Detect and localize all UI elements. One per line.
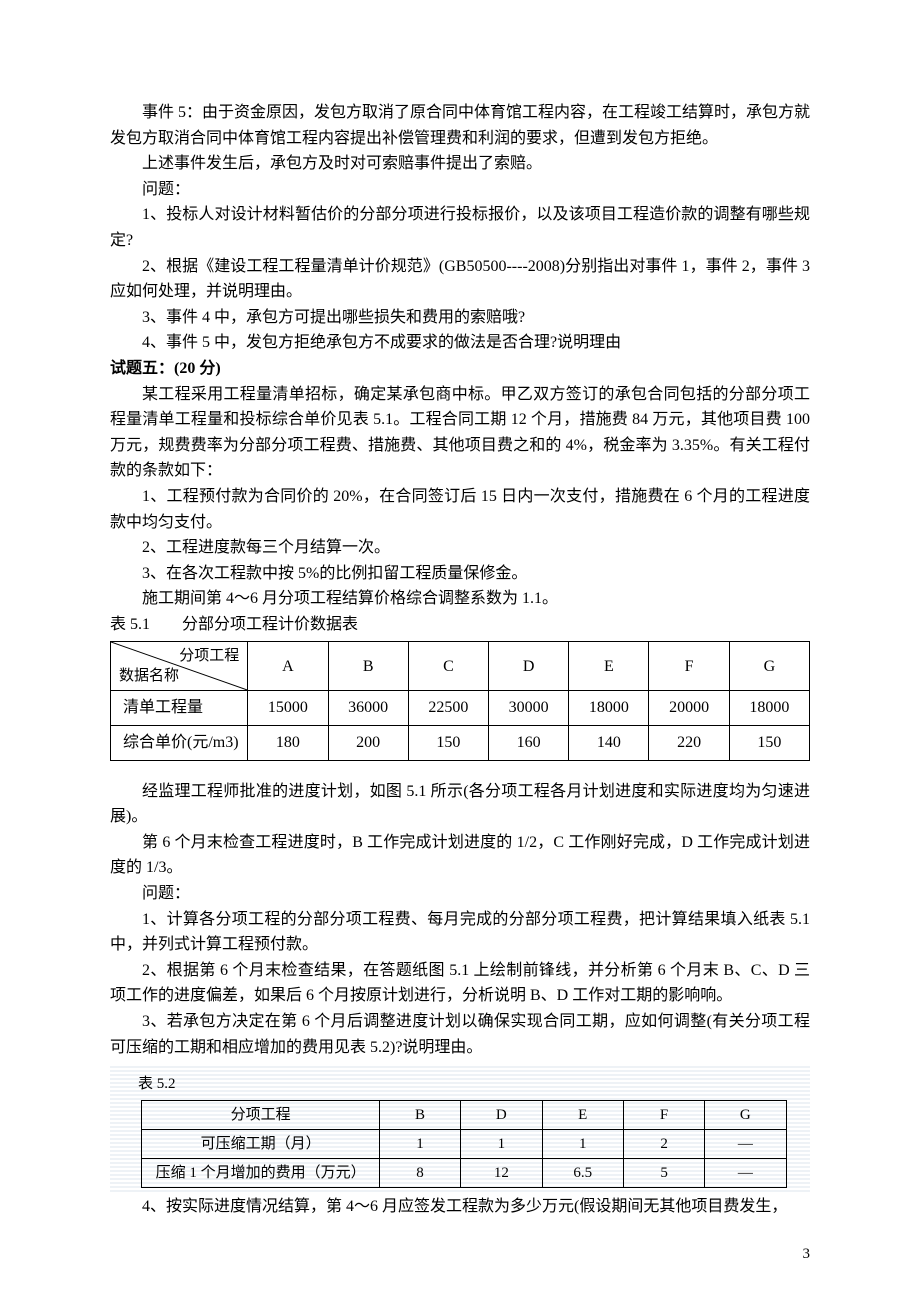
diag-header-bot: 数据名称 [119, 664, 179, 688]
paragraph: 问题： [110, 881, 810, 907]
table-caption: 表 5.1 分部分项工程计价数据表 [110, 612, 810, 638]
cell: 8 [379, 1159, 460, 1188]
col-header: B [328, 642, 408, 691]
paragraph: 第 6 个月末检查工程进度时，B 工作完成计划进度的 1/2，C 工作刚好完成，… [110, 830, 810, 881]
paragraph: 4、按实际进度情况结算，第 4～6 月应签发工程款为多少万元(假设期间无其他项目… [110, 1194, 810, 1220]
paragraph: 2、根据第 6 个月末检查结果，在答题纸图 5.1 上绘制前锋线，并分析第 6 … [110, 958, 810, 1009]
col-header: G [729, 642, 809, 691]
col-header: C [408, 642, 488, 691]
cell: 180 [248, 726, 328, 761]
col-header: F [649, 642, 729, 691]
paragraph: 施工期间第 4～6 月分项工程结算价格综合调整系数为 1.1。 [110, 586, 810, 612]
paragraph: 1、计算各分项工程的分部分项工程费、每月完成的分部分项工程费，把计算结果填入纸表… [110, 907, 810, 958]
paragraph: 3、在各次工程款中按 5%的比例扣留工程质量保修金。 [110, 561, 810, 587]
cell: 30000 [489, 691, 569, 726]
paragraph: 3、事件 4 中，承包方可提出哪些损失和费用的索赔哦? [110, 305, 810, 331]
table-row: 分项工程 B D E F G [142, 1101, 786, 1130]
col-header: F [623, 1101, 704, 1130]
cell: 200 [328, 726, 408, 761]
cell: 2 [623, 1130, 704, 1159]
col-header: 分项工程 [142, 1101, 380, 1130]
cell: — [705, 1159, 786, 1188]
table-caption: 表 5.2 [128, 1070, 800, 1100]
table-row: 清单工程量 15000 36000 22500 30000 18000 2000… [111, 691, 810, 726]
col-header: E [542, 1101, 623, 1130]
cell: 18000 [569, 691, 649, 726]
cell: 220 [649, 726, 729, 761]
cell: 160 [489, 726, 569, 761]
cell: 18000 [729, 691, 809, 726]
paragraph: 2、工程进度款每三个月结算一次。 [110, 535, 810, 561]
cell: 150 [408, 726, 488, 761]
cell: 150 [729, 726, 809, 761]
cell: 20000 [649, 691, 729, 726]
table-5-2: 分项工程 B D E F G 可压缩工期（月） 1 1 1 2 — 压缩 1 个… [141, 1100, 786, 1188]
row-label: 可压缩工期（月） [142, 1130, 380, 1159]
spacer [110, 765, 810, 779]
section-title: 试题五：(20 分) [110, 356, 810, 382]
row-label: 清单工程量 [111, 691, 248, 726]
paragraph: 4、事件 5 中，发包方拒绝承包方不成要求的做法是否合理?说明理由 [110, 330, 810, 356]
paragraph: 事件 5：由于资金原因，发包方取消了原合同中体育馆工程内容，在工程竣工结算时，承… [110, 100, 810, 151]
col-header: G [705, 1101, 786, 1130]
cell: 6.5 [542, 1159, 623, 1188]
cell: 1 [461, 1130, 542, 1159]
col-header: D [461, 1101, 542, 1130]
paragraph: 3、若承包方决定在第 6 个月后调整进度计划以确保实现合同工期，应如何调整(有关… [110, 1009, 810, 1060]
table-row: 压缩 1 个月增加的费用（万元） 8 12 6.5 5 — [142, 1159, 786, 1188]
row-label: 综合单价(元/m3) [111, 726, 248, 761]
paragraph: 问题： [110, 177, 810, 203]
paragraph: 1、投标人对设计材料暂估价的分部分项进行投标报价，以及该项目工程造价款的调整有哪… [110, 202, 810, 253]
document-page: 事件 5：由于资金原因，发包方取消了原合同中体育馆工程内容，在工程竣工结算时，承… [0, 0, 920, 1302]
col-header: B [379, 1101, 460, 1130]
col-header: D [489, 642, 569, 691]
paragraph: 经监理工程师批准的进度计划，如图 5.1 所示(各分项工程各月计划进度和实际进度… [110, 779, 810, 830]
table-row: 综合单价(元/m3) 180 200 150 160 140 220 150 [111, 726, 810, 761]
diag-header-top: 分项工程 [179, 644, 239, 668]
cell: 1 [379, 1130, 460, 1159]
cell: 36000 [328, 691, 408, 726]
cell: 15000 [248, 691, 328, 726]
row-label: 压缩 1 个月增加的费用（万元） [142, 1159, 380, 1188]
cell: 12 [461, 1159, 542, 1188]
cell: 140 [569, 726, 649, 761]
table-row: 可压缩工期（月） 1 1 1 2 — [142, 1130, 786, 1159]
paragraph: 某工程采用工程量清单招标，确定某承包商中标。甲乙双方签订的承包合同包括的分部分项… [110, 382, 810, 484]
paragraph: 上述事件发生后，承包方及时对可索赔事件提出了索赔。 [110, 151, 810, 177]
paragraph: 1、工程预付款为合同价的 20%，在合同签订后 15 日内一次支付，措施费在 6… [110, 484, 810, 535]
table-row: 分项工程 数据名称 A B C D E F G [111, 642, 810, 691]
paragraph: 2、根据《建设工程工程量清单计价规范》(GB50500----2008)分别指出… [110, 254, 810, 305]
cell: — [705, 1130, 786, 1159]
col-header: A [248, 642, 328, 691]
cell: 22500 [408, 691, 488, 726]
col-header: E [569, 642, 649, 691]
cell: 1 [542, 1130, 623, 1159]
diagonal-header-cell: 分项工程 数据名称 [111, 642, 248, 691]
table-5-1: 分项工程 数据名称 A B C D E F G 清单工程量 15000 3600… [110, 641, 810, 760]
cell: 5 [623, 1159, 704, 1188]
shaded-block: 表 5.2 分项工程 B D E F G 可压缩工期（月） 1 1 1 2 — … [110, 1064, 810, 1194]
page-number: 3 [803, 1242, 811, 1266]
